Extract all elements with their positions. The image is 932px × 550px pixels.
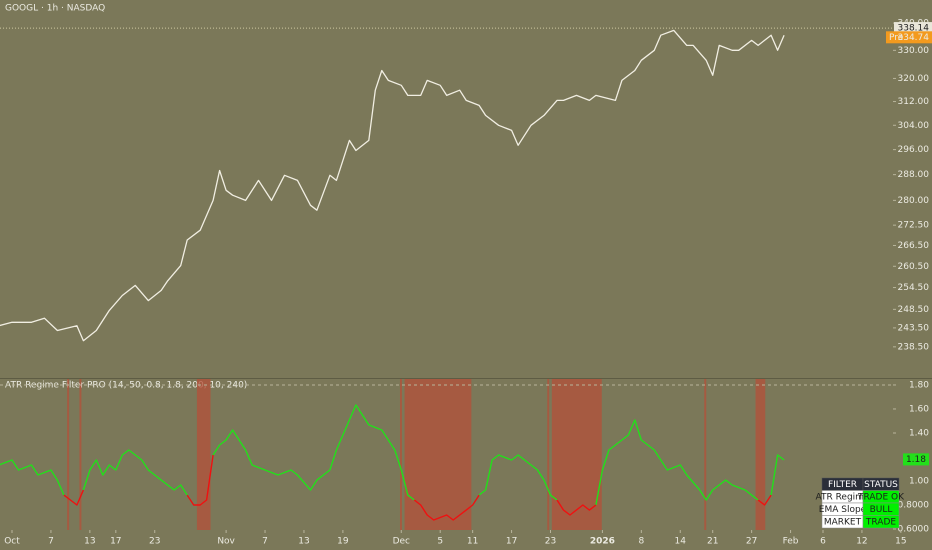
x-tick-label: 23	[545, 537, 556, 547]
table-header: FILTER	[828, 480, 857, 490]
table-cell	[862, 515, 900, 529]
last-price-label: 338.14	[898, 24, 930, 34]
x-tick-label: 23	[149, 537, 160, 547]
y-tick-label: 304.00	[898, 121, 930, 131]
x-tick-label: 12	[856, 537, 867, 547]
series-line	[0, 29, 785, 342]
premarket-label: 334.74	[898, 33, 930, 43]
premarket-tag: Pre	[889, 33, 904, 43]
table-cell-text: MARKET	[824, 517, 862, 527]
x-tick-label: Nov	[217, 537, 235, 547]
series-line	[212, 404, 415, 501]
premarket-box	[886, 31, 932, 44]
x-tick-label: 7	[262, 537, 268, 547]
series-line	[757, 494, 772, 506]
series-line	[478, 454, 558, 501]
x-tick-label: 17	[506, 537, 517, 547]
y-tick-label: 0.8000	[898, 501, 930, 511]
regime-band	[67, 379, 70, 530]
x-tick-label: 5	[437, 537, 443, 547]
x-tick-label: 21	[707, 537, 718, 547]
regime-band	[404, 379, 472, 530]
x-tick-label: 2026	[590, 537, 615, 547]
x-tick-label: 17	[110, 537, 121, 547]
x-tick-label: Feb	[783, 537, 799, 547]
y-tick-label: 243.50	[898, 323, 930, 333]
table-cell-text: EMA Slope	[819, 505, 867, 515]
series-line	[556, 499, 597, 516]
x-tick-label: 7	[48, 537, 54, 547]
y-tick-label: 1.80	[909, 380, 929, 390]
series-line	[595, 419, 759, 506]
table-cell-text: BULL	[870, 505, 893, 515]
series-line	[0, 459, 65, 496]
regime-band	[704, 379, 707, 530]
indicator-title: ATR Regime Filter PRO (14, 50, 0.8, 1.8,…	[5, 381, 247, 391]
x-tick-label: 8	[638, 537, 644, 547]
regime-band	[196, 379, 211, 530]
regime-band	[547, 379, 550, 530]
y-tick-label: 260.50	[898, 262, 930, 272]
x-tick-label: Dec	[393, 537, 410, 547]
regime-band	[551, 379, 602, 530]
y-tick-label: 330.00	[898, 46, 930, 56]
regime-band	[755, 379, 766, 530]
table-cell-text: ATR Regime	[816, 492, 870, 502]
x-tick-label: 14	[675, 537, 687, 547]
x-tick-label: 13	[298, 537, 309, 547]
y-tick-label: 272.50	[898, 221, 930, 231]
table-cell-text: TRADE OK	[857, 492, 905, 502]
x-tick-label: 11	[467, 537, 478, 547]
last-value-box	[903, 453, 929, 466]
last-value-label: 1.18	[906, 455, 926, 465]
series-line	[186, 454, 214, 506]
y-tick-label: 0.6000	[898, 525, 930, 535]
symbol-header: GOOGL · 1h · NASDAQ	[5, 4, 105, 14]
table-header: STATUS	[864, 480, 898, 490]
y-tick-label: 266.50	[898, 241, 930, 251]
y-tick-label: 312.00	[898, 97, 930, 107]
y-tick-label: 248.50	[898, 305, 930, 315]
table-cell-text: TRADE	[865, 517, 896, 527]
x-tick-label: 6	[820, 537, 826, 547]
y-tick-label: 320.00	[898, 74, 930, 84]
y-tick-label: 296.00	[898, 145, 930, 155]
y-tick-label: 238.50	[898, 342, 930, 352]
regime-band	[79, 379, 82, 530]
x-tick-label: 27	[746, 537, 757, 547]
y-tick-label: 1.00	[909, 477, 929, 487]
series-line	[413, 494, 480, 521]
series-line	[82, 449, 188, 496]
y-tick-label: 1.40	[909, 428, 929, 438]
x-tick-label: Oct	[4, 537, 20, 547]
last-price-box	[894, 22, 932, 35]
x-tick-label: 15	[895, 537, 906, 547]
y-tick-label: 288.00	[898, 170, 930, 180]
series-line	[770, 454, 785, 496]
x-tick-label: 13	[84, 537, 95, 547]
y-tick-label: 254.50	[898, 283, 930, 293]
y-tick-label: 280.00	[898, 196, 930, 206]
y-tick-label: 1.60	[909, 404, 929, 414]
regime-band	[399, 379, 402, 530]
x-tick-label: 19	[337, 537, 349, 547]
series-line	[63, 489, 85, 506]
